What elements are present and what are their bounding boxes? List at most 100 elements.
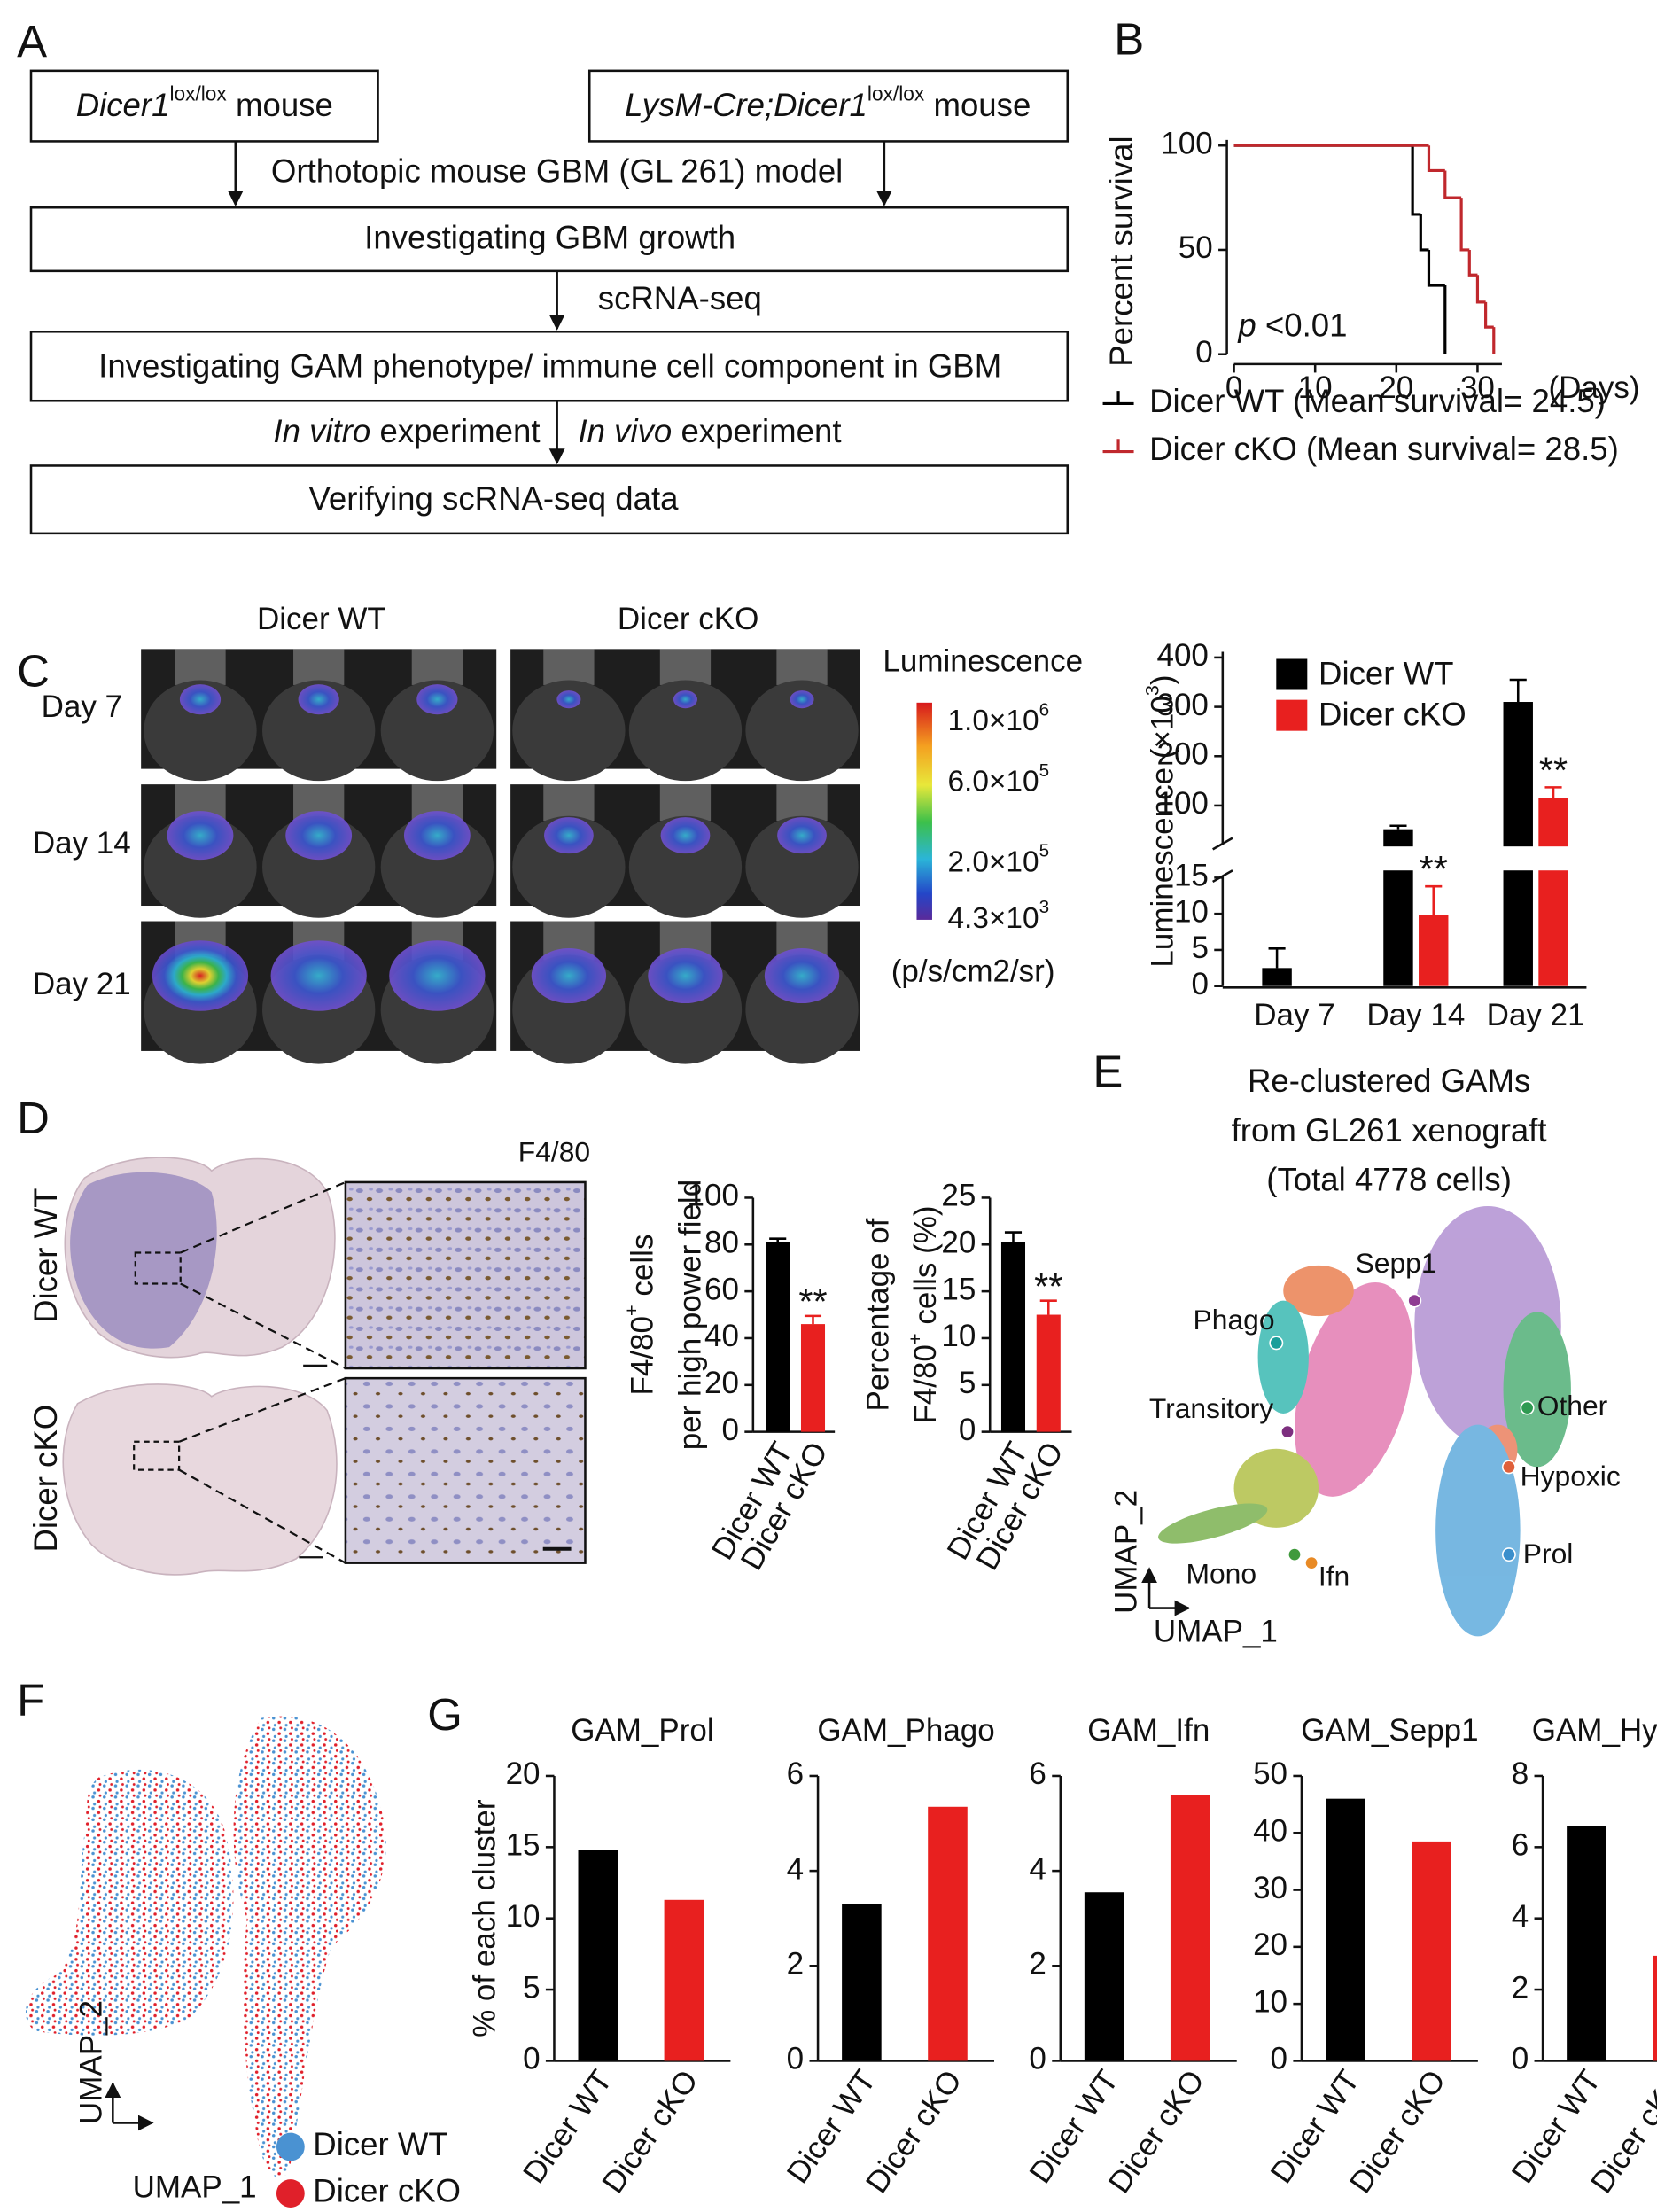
y-tick-label: 30 (1253, 1871, 1287, 1905)
colorbar-label: 4.3×103 (947, 898, 1049, 935)
survival-step (1419, 214, 1429, 252)
legend-label: Dicer cKO (Mean survival= 28.5) (1149, 431, 1619, 467)
photo-tube (659, 784, 712, 822)
flow-step-text: scRNA-seq (598, 280, 762, 316)
axis-label: UMAP_2 (1109, 1490, 1143, 1614)
colorbar-label-part: 6.0×10 (947, 765, 1039, 798)
flow-box-text-part: Dicer1 (76, 87, 170, 123)
y-axis-title-part: cells (%) (908, 1205, 943, 1324)
bar-lower-part (1538, 870, 1568, 986)
colorbar-label: 2.0×105 (947, 841, 1049, 878)
bar (1170, 1795, 1210, 2061)
flow-box-text: Investigating GBM growth (364, 219, 735, 255)
y-axis-title: % of each cluster (467, 1799, 502, 2037)
colorbar-label-part: 2.0×10 (947, 845, 1039, 878)
cluster-label: Hypoxic (1521, 1460, 1621, 1492)
flow-box-text-part: LysM-Cre;Dicer1 (625, 87, 867, 123)
umap-cluster-cloud (1158, 1205, 1571, 1637)
umap-title: Re-clustered GAMs (1248, 1063, 1530, 1099)
annotation: p <0.01 (1237, 307, 1347, 343)
photo-signal (556, 690, 581, 709)
photo-tube (411, 649, 463, 685)
chart-title: GAM_Hypoxic (1532, 1713, 1657, 1748)
y-tick-label: 4 (1029, 1851, 1046, 1886)
flow-box-text-part: mouse (933, 87, 1031, 123)
column-label: Dicer WT (257, 602, 386, 636)
survival-step (1467, 249, 1478, 276)
y-axis-title: F4/80+ cells (620, 1235, 660, 1396)
y-axis-title: Percent survival (1103, 136, 1140, 366)
row-label: Dicer cKO (27, 1405, 64, 1553)
y-axis-title: per high power field (673, 1180, 708, 1450)
y-tick-label: 50 (1253, 1756, 1287, 1791)
photo-mouse (628, 680, 743, 782)
y-tick-label: 5 (959, 1366, 976, 1400)
significance-label: ** (798, 1281, 827, 1322)
y-tick-label: 0 (1029, 2042, 1046, 2076)
y-tick-label: 300 (1157, 688, 1209, 722)
axis-label: UMAP_1 (133, 2170, 257, 2205)
bar-upper-part (1503, 702, 1533, 847)
cluster-label: Prol (1523, 1538, 1574, 1569)
error-bar (1544, 786, 1562, 798)
umap-title: from GL261 xenograft (1232, 1112, 1547, 1149)
flow-box-text-part: lox/lox (867, 82, 925, 105)
colorbar-label: 1.0×106 (947, 700, 1049, 737)
y-tick-label: 400 (1157, 638, 1209, 673)
error-bar (1389, 824, 1407, 830)
flow-step-text-part: experiment (681, 413, 842, 449)
colorbar-label: 6.0×105 (947, 760, 1049, 798)
panel-label: A (17, 17, 47, 67)
cluster-label: Mono (1186, 1557, 1256, 1589)
panel-label: D (17, 1093, 50, 1143)
y-tick-label: 15 (1174, 859, 1209, 893)
y-tick-label: 50 (1179, 230, 1213, 265)
error-bar (804, 1314, 822, 1325)
y-tick-label: 15 (506, 1828, 541, 1863)
significance-label: ** (1539, 750, 1568, 791)
y-tick-label: 25 (941, 1179, 976, 1213)
umap-genotype-cloud (25, 1716, 386, 2177)
photo-signal (167, 811, 234, 861)
y-tick-label: 80 (704, 1226, 739, 1260)
y-axis-title: Percentage of (860, 1218, 895, 1411)
x-tick-label: Day 14 (1366, 998, 1465, 1032)
flow-step-text: In vitro experiment (273, 413, 540, 449)
y-tick-label: 6 (787, 1756, 804, 1791)
panel-label: F (17, 1675, 44, 1725)
y-tick-label: 100 (688, 1179, 739, 1213)
y-tick-label: 100 (1161, 126, 1212, 160)
row-label: Dicer WT (27, 1188, 64, 1322)
survival-step (1411, 145, 1421, 216)
y-tick-label: 10 (1174, 894, 1209, 929)
annotation-part: p (1237, 307, 1256, 343)
colorbar-units: (p/s/cm2/sr) (891, 954, 1055, 989)
cluster-label: Ifn (1319, 1561, 1350, 1593)
column-label: Dicer cKO (618, 602, 758, 636)
cluster-dot (1269, 1336, 1284, 1351)
y-tick-label: 0 (787, 2042, 804, 2076)
y-axis-title-part: + (904, 1333, 926, 1344)
error-bar (769, 1237, 787, 1242)
y-tick-label: 200 (1157, 737, 1209, 772)
error-bar (1039, 1299, 1057, 1315)
photo-tube (776, 784, 828, 822)
error-bar (1268, 947, 1286, 969)
y-tick-label: 0 (523, 2042, 540, 2076)
colorbar-label-part: 5 (1039, 841, 1050, 861)
flow-box-text: Verifying scRNA-seq data (309, 480, 680, 517)
cluster-dot (1501, 1460, 1516, 1475)
row-label: Day 14 (33, 826, 131, 861)
y-tick-label: 2 (1512, 1970, 1529, 2005)
y-tick-label: 0 (959, 1413, 976, 1447)
photo-signal (777, 817, 827, 854)
legend-symbol (1102, 391, 1134, 406)
flow-step-text-part: experiment (380, 413, 541, 449)
photo-mouse (512, 815, 626, 918)
y-axis-title-part: + (620, 1305, 642, 1316)
bar (1419, 915, 1449, 986)
bar (1036, 1314, 1061, 1432)
y-tick-label: 15 (941, 1272, 976, 1306)
bar (766, 1242, 790, 1432)
